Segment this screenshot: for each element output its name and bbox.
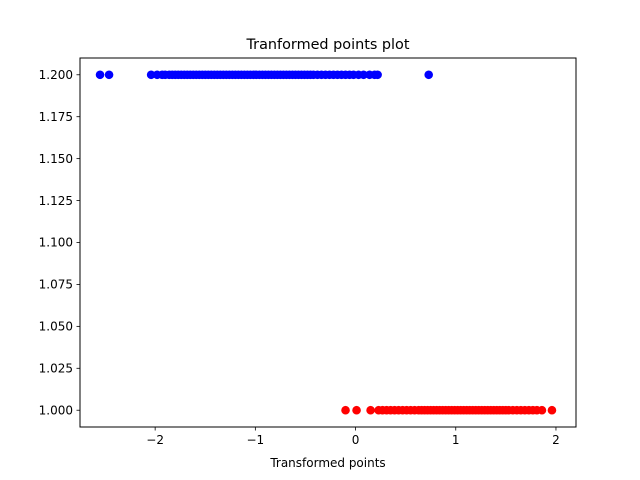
x-axis-label: Transformed points xyxy=(269,456,385,470)
x-tick-label: 0 xyxy=(352,433,360,447)
data-point xyxy=(352,405,361,415)
data-point xyxy=(424,70,434,80)
y-tick-label: 1.175 xyxy=(39,110,73,124)
data-point xyxy=(359,70,368,80)
chart-title: Tranformed points plot xyxy=(246,37,410,53)
data-point xyxy=(95,70,105,80)
y-tick-label: 1.150 xyxy=(39,152,73,166)
data-point xyxy=(366,405,375,415)
y-tick-label: 1.100 xyxy=(39,236,73,250)
data-point xyxy=(373,70,382,80)
plot-frame xyxy=(79,57,577,428)
y-tick-label: 1.025 xyxy=(39,361,73,375)
y-tick-label: 1.000 xyxy=(39,403,73,417)
x-tick-label: −2 xyxy=(146,433,164,447)
y-tick-label: 1.050 xyxy=(39,320,73,334)
ticks-layer: −2 −1 0 1 2 1.000 1.025 1.050 1.075 1.100 1.125 1.1… xyxy=(39,68,560,447)
data-point xyxy=(547,405,557,415)
points-layer xyxy=(95,70,557,415)
x-tick-label: 1 xyxy=(452,433,460,447)
data-point xyxy=(341,405,350,415)
data-point xyxy=(104,70,114,80)
x-tick-label: 2 xyxy=(552,433,560,447)
y-tick-label: 1.075 xyxy=(39,278,73,292)
x-tick-label: −1 xyxy=(247,433,265,447)
data-point xyxy=(537,405,547,415)
y-tick-label: 1.125 xyxy=(39,194,73,208)
data-point xyxy=(146,70,156,80)
y-tick-label: 1.200 xyxy=(39,68,73,82)
